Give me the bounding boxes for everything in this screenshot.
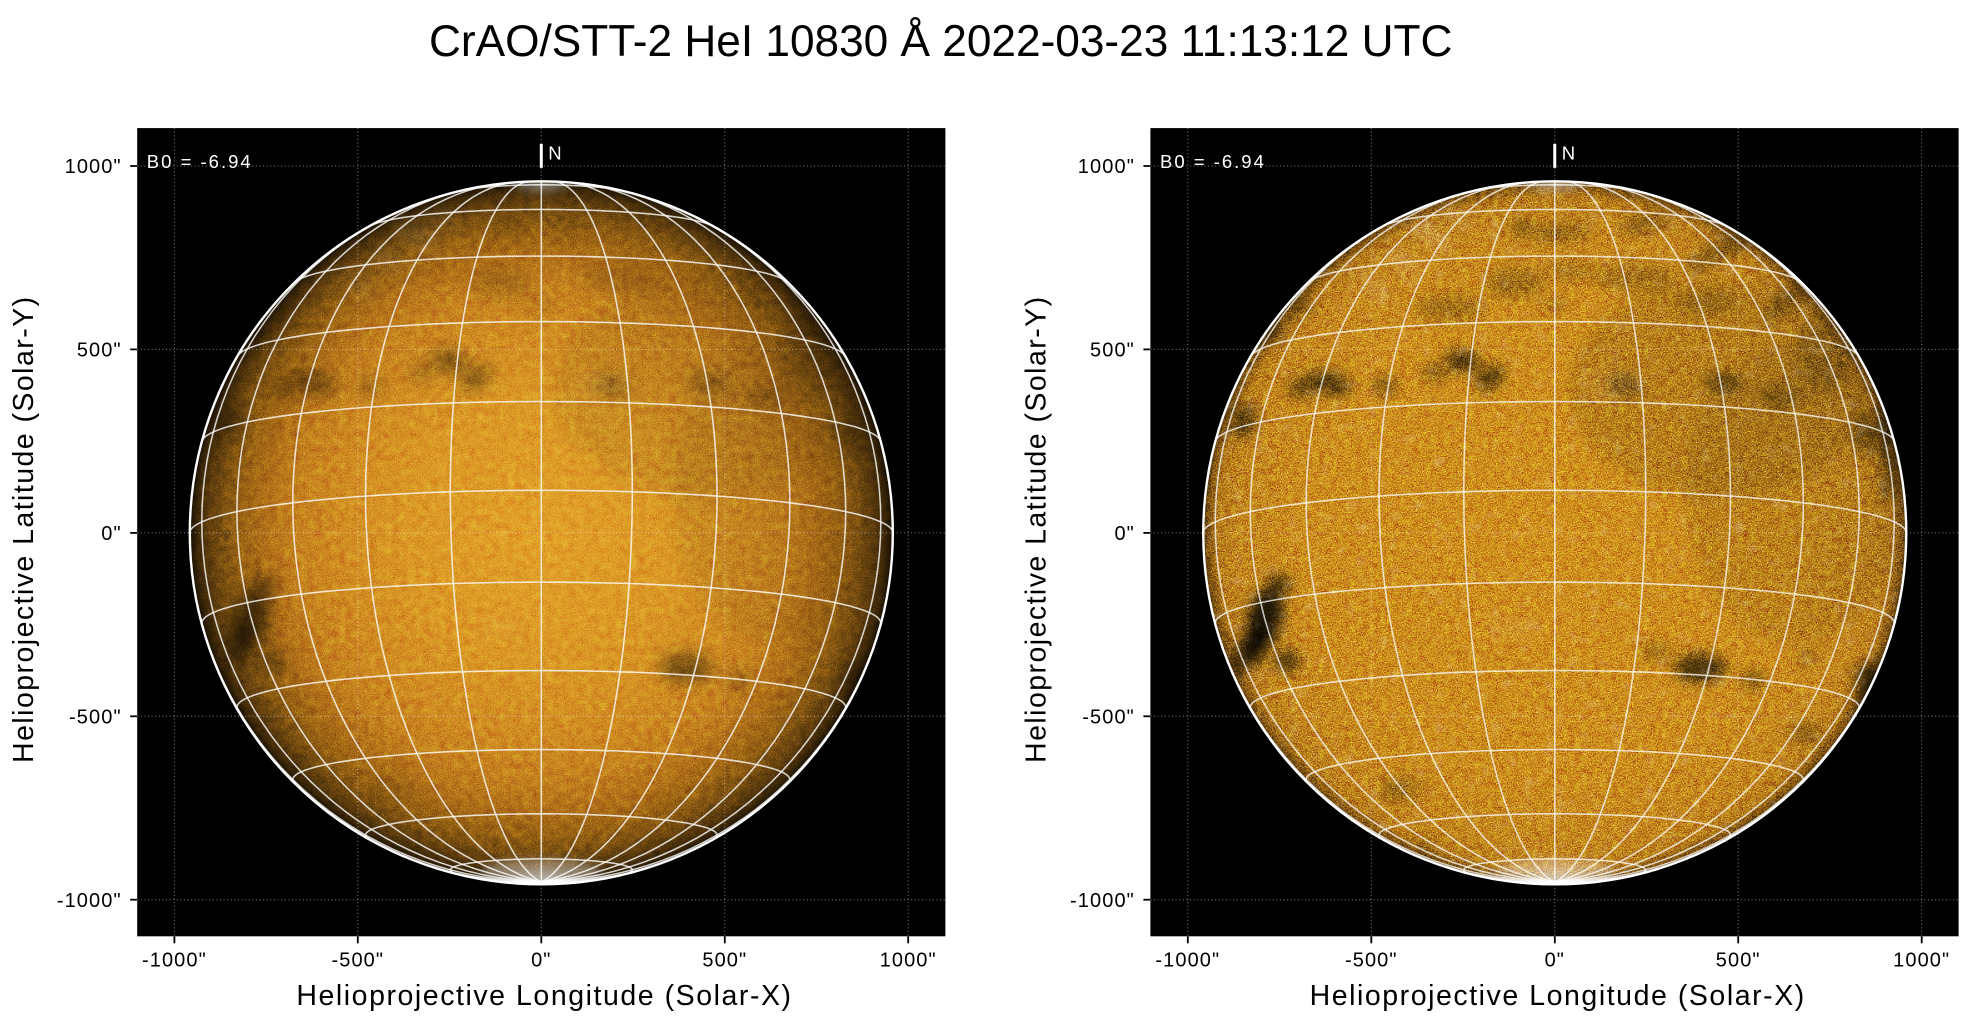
svg-text:-500": -500" — [1345, 950, 1398, 972]
svg-text:B0 = -6.94: B0 = -6.94 — [1160, 151, 1266, 172]
svg-text:1000": 1000" — [1078, 156, 1135, 178]
svg-text:-500": -500" — [69, 707, 122, 729]
svg-text:0": 0" — [1545, 950, 1565, 972]
svg-text:0": 0" — [101, 523, 121, 545]
svg-text:-500": -500" — [1082, 707, 1135, 729]
svg-text:500": 500" — [1090, 340, 1135, 362]
svg-text:0": 0" — [531, 950, 551, 972]
svg-text:-1000": -1000" — [57, 890, 122, 912]
svg-text:B0 = -6.94: B0 = -6.94 — [147, 151, 253, 172]
svg-text:500": 500" — [1716, 950, 1761, 972]
svg-text:500": 500" — [77, 340, 122, 362]
svg-text:Helioprojective Longitude (Sol: Helioprojective Longitude (Solar-X) — [296, 980, 792, 1012]
svg-text:Helioprojective Longitude (Sol: Helioprojective Longitude (Solar-X) — [1310, 980, 1806, 1012]
svg-text:-1000": -1000" — [1070, 890, 1135, 912]
svg-text:-500": -500" — [331, 950, 384, 972]
svg-text:-1000": -1000" — [142, 950, 207, 972]
svg-text:N: N — [548, 143, 561, 164]
svg-text:Helioprojective Latitude (Sola: Helioprojective Latitude (Solar-Y) — [1021, 295, 1053, 763]
svg-text:Helioprojective Latitude (Sola: Helioprojective Latitude (Solar-Y) — [8, 295, 40, 762]
svg-text:1000": 1000" — [880, 950, 937, 972]
svg-text:CrAO/STT-2 HeI 10830 Å 2022-03: CrAO/STT-2 HeI 10830 Å 2022-03-23 11:13:… — [429, 17, 1452, 66]
svg-text:N: N — [1562, 143, 1575, 164]
svg-text:-1000": -1000" — [1155, 950, 1220, 972]
svg-text:500": 500" — [702, 950, 747, 972]
svg-text:1000": 1000" — [1893, 950, 1950, 972]
svg-text:1000": 1000" — [65, 156, 122, 178]
svg-text:0": 0" — [1114, 523, 1134, 545]
